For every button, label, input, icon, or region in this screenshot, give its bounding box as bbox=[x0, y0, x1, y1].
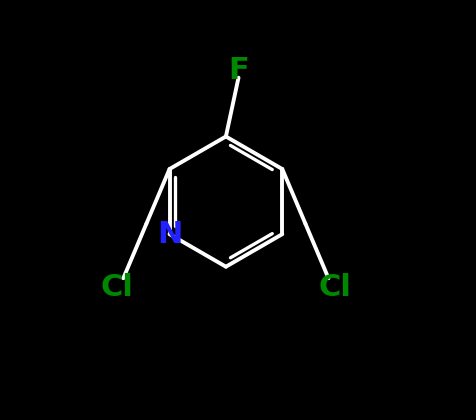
Text: Cl: Cl bbox=[100, 273, 133, 302]
Text: Cl: Cl bbox=[317, 273, 350, 302]
Text: N: N bbox=[157, 220, 182, 249]
Text: F: F bbox=[228, 55, 248, 85]
